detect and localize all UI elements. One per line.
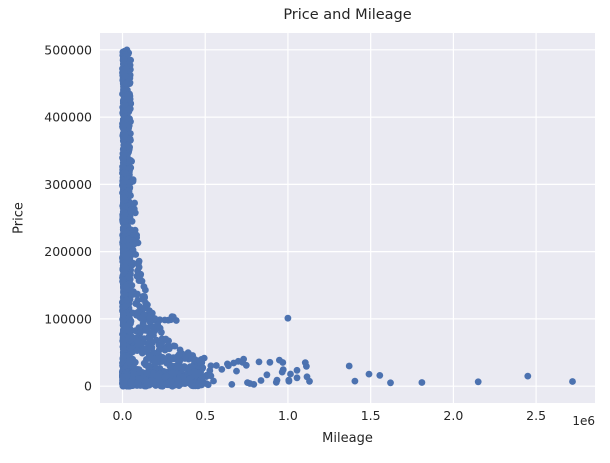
x-axis-label: Mileage [322,431,373,446]
y-axis-label: Price [11,202,27,234]
x-tick-label: 1.5 [361,408,381,423]
y-tick-label: 100000 [44,311,92,326]
chart-title: Price and Mileage [283,7,412,23]
x-tick-label: 0.0 [113,408,133,423]
x-tick-label: 2.0 [443,408,463,423]
y-tick-label: 0 [84,379,92,394]
y-tick-label: 500000 [44,42,92,57]
x-tick-label: 0.5 [195,408,215,423]
y-tick-label: 400000 [44,110,92,125]
scatter-points [119,46,576,390]
x-tick-label: 1.0 [278,408,298,423]
x-tick-label: 2.5 [526,408,546,423]
x-axis-multiplier-label: 1e6 [572,414,595,428]
y-tick-label: 200000 [44,244,92,259]
plot-area [100,33,595,403]
y-tick-label: 300000 [44,177,92,192]
